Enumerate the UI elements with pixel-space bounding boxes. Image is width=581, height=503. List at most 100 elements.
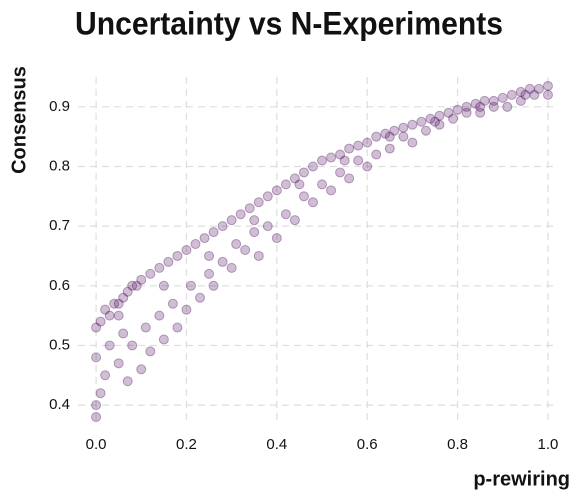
- point: [262, 191, 273, 202]
- point: [344, 143, 355, 154]
- point: [172, 250, 183, 261]
- point: [195, 292, 206, 303]
- point: [384, 131, 395, 142]
- point: [533, 83, 544, 94]
- point: [181, 245, 192, 255]
- point: [104, 340, 115, 351]
- point: [380, 128, 391, 139]
- point: [529, 89, 540, 100]
- point: [524, 83, 535, 94]
- point: [208, 227, 219, 238]
- point: [371, 131, 382, 142]
- point: [145, 346, 156, 357]
- point: [542, 89, 553, 100]
- chart-title: Uncertainty vs N-Experiments: [75, 5, 503, 41]
- x-tick-label: 0.4: [266, 436, 287, 453]
- x-axis-label: p-rewiring: [473, 468, 570, 490]
- point: [280, 179, 291, 190]
- point: [136, 274, 147, 285]
- point: [470, 98, 481, 109]
- point: [488, 101, 499, 112]
- point: [249, 215, 260, 226]
- x-tick-label: 0.2: [176, 436, 197, 453]
- y-tick-label: 0.6: [49, 277, 70, 294]
- point: [542, 80, 553, 91]
- point: [353, 140, 364, 151]
- point: [317, 179, 328, 190]
- point: [253, 250, 264, 261]
- point: [289, 215, 300, 226]
- point: [158, 280, 169, 291]
- point: [185, 280, 196, 291]
- point: [91, 412, 102, 423]
- point: [398, 131, 409, 142]
- point: [100, 370, 111, 381]
- point: [100, 304, 111, 315]
- point: [181, 304, 192, 315]
- point: [167, 298, 178, 309]
- point: [204, 268, 215, 279]
- point: [172, 322, 183, 333]
- point: [339, 155, 350, 166]
- point: [407, 137, 418, 148]
- point: [335, 149, 346, 160]
- point: [475, 107, 486, 118]
- point: [475, 101, 486, 112]
- point: [298, 191, 309, 202]
- point: [407, 119, 418, 130]
- point: [280, 209, 291, 220]
- point: [217, 221, 228, 232]
- point: [104, 310, 115, 321]
- point: [371, 149, 382, 160]
- y-axis-label: Consensus: [8, 66, 30, 174]
- point: [502, 101, 513, 112]
- point: [434, 119, 445, 130]
- point: [226, 215, 237, 226]
- point: [127, 340, 138, 351]
- point: [389, 125, 400, 136]
- point: [434, 110, 445, 121]
- point: [488, 95, 499, 106]
- point: [515, 86, 526, 97]
- point: [122, 376, 133, 387]
- point: [91, 400, 102, 411]
- point: [199, 233, 210, 244]
- point: [298, 167, 309, 178]
- x-tick-label: 0.8: [447, 436, 468, 453]
- point: [506, 89, 517, 100]
- point: [109, 298, 120, 309]
- point: [145, 268, 156, 279]
- point: [240, 245, 251, 255]
- point: [249, 227, 260, 238]
- point: [113, 358, 124, 369]
- point: [140, 322, 151, 333]
- point: [461, 101, 472, 112]
- point: [326, 185, 337, 196]
- y-tick-label: 0.7: [49, 217, 70, 234]
- point: [317, 155, 328, 166]
- point: [154, 310, 165, 321]
- point: [231, 239, 242, 250]
- point: [425, 113, 436, 124]
- y-tick-label: 0.4: [49, 396, 70, 413]
- point: [253, 197, 264, 208]
- point: [91, 352, 102, 363]
- point: [353, 155, 364, 166]
- point: [235, 209, 246, 220]
- point: [384, 143, 395, 154]
- point: [344, 173, 355, 184]
- x-tick-label: 0.6: [357, 436, 378, 453]
- y-tick-label: 0.8: [49, 157, 70, 174]
- point: [118, 328, 129, 339]
- point: [271, 233, 282, 244]
- point: [326, 152, 337, 163]
- point: [398, 122, 409, 133]
- point: [362, 161, 373, 172]
- point: [91, 322, 102, 333]
- point: [163, 256, 174, 267]
- point: [520, 89, 531, 100]
- point: [443, 107, 454, 118]
- point: [362, 137, 373, 148]
- point: [226, 262, 237, 273]
